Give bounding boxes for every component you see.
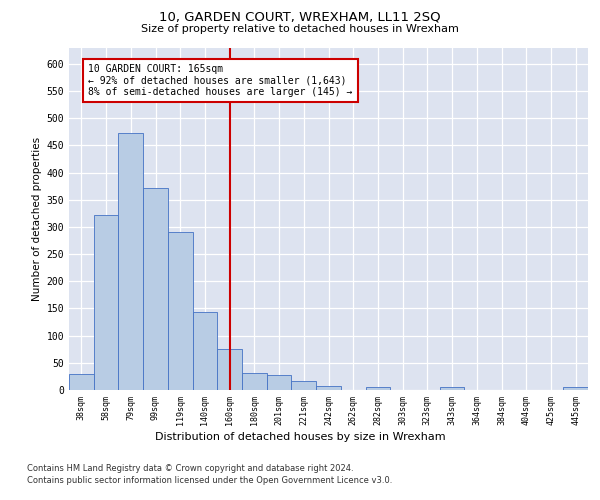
Text: 10 GARDEN COURT: 165sqm
← 92% of detached houses are smaller (1,643)
8% of semi-: 10 GARDEN COURT: 165sqm ← 92% of detache… (88, 64, 353, 97)
Text: Contains HM Land Registry data © Crown copyright and database right 2024.: Contains HM Land Registry data © Crown c… (27, 464, 353, 473)
Bar (440, 388, 464, 390)
Bar (168, 232, 193, 390)
Bar (118, 134, 143, 390)
Bar (365, 388, 390, 390)
Bar (69, 374, 94, 390)
Bar (316, 386, 341, 390)
Bar (292, 382, 316, 390)
Y-axis label: Number of detached properties: Number of detached properties (32, 136, 43, 301)
Text: Distribution of detached houses by size in Wrexham: Distribution of detached houses by size … (155, 432, 445, 442)
Bar (193, 312, 217, 390)
Bar (94, 215, 118, 390)
Bar (242, 373, 267, 390)
Bar (143, 188, 168, 390)
Bar (267, 375, 292, 390)
Text: 10, GARDEN COURT, WREXHAM, LL11 2SQ: 10, GARDEN COURT, WREXHAM, LL11 2SQ (159, 11, 441, 24)
Bar (217, 349, 242, 390)
Bar (563, 388, 588, 390)
Text: Contains public sector information licensed under the Open Government Licence v3: Contains public sector information licen… (27, 476, 392, 485)
Text: Size of property relative to detached houses in Wrexham: Size of property relative to detached ho… (141, 24, 459, 34)
